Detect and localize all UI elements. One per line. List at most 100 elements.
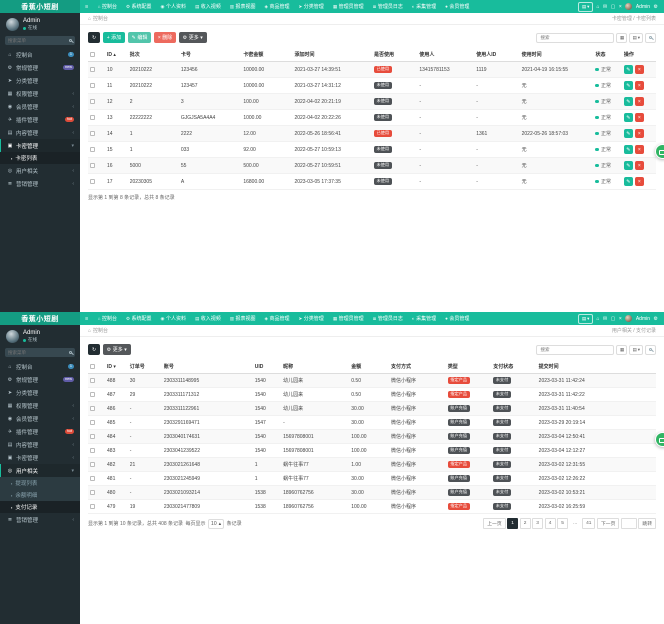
edit-row-button[interactable]: ✎ [623, 81, 633, 90]
sidebar-search-input[interactable] [8, 350, 67, 355]
delete-row-button[interactable]: × [634, 177, 644, 186]
row-checkbox[interactable] [90, 178, 95, 184]
floating-service-button[interactable] [655, 432, 664, 447]
column-header[interactable]: 是否使用 [371, 48, 418, 62]
edit-row-button[interactable]: ✎ [623, 177, 633, 186]
column-header[interactable]: 状态 [593, 48, 622, 62]
row-checkbox[interactable] [90, 461, 95, 467]
column-header[interactable]: 卡号 [178, 48, 242, 62]
row-checkbox[interactable] [90, 82, 95, 88]
table-search-input[interactable] [536, 344, 615, 355]
nav-item-member-manage[interactable]: ● 会员管理 [441, 312, 474, 325]
sidebar-item-category[interactable]: ➤ 分类管理 [0, 74, 80, 87]
nav-item-profile[interactable]: ◉ 个人资料 [156, 0, 190, 13]
row-checkbox[interactable] [90, 489, 95, 495]
column-header[interactable]: 添加时间 [292, 48, 372, 62]
collapse-menu-button[interactable]: ▤ ▾ [578, 313, 593, 324]
column-header[interactable]: 金额 [349, 360, 389, 374]
page-button[interactable]: 4 [544, 518, 556, 529]
delete-row-button[interactable]: × [634, 97, 644, 106]
sidebar-item-general[interactable]: ⚙ 常规管理 new [0, 61, 80, 74]
nav-item-category-manage[interactable]: ➤ 分类管理 [294, 312, 328, 325]
jump-page-input[interactable] [620, 518, 637, 529]
column-header[interactable]: 账号 [161, 360, 253, 374]
sidebar-item-content[interactable]: ▤ 内容管理 ‹ [0, 126, 80, 139]
sidebar-item-member[interactable]: ◉ 会员管理 ‹ [0, 412, 80, 425]
sidebar-item-user-related[interactable]: ◎ 用户相关 ‹ [0, 164, 80, 177]
brand-logo[interactable]: 香蕉小短剧 [0, 0, 80, 13]
sidebar-item-marketing[interactable]: ≣ 营销管理 ‹ [0, 177, 80, 190]
sidebar-item-category[interactable]: ➤ 分类管理 [0, 386, 80, 399]
delete-row-button[interactable]: × [634, 65, 644, 74]
home-icon[interactable]: ⌂ [596, 315, 600, 322]
column-header[interactable]: 提交时间 [536, 360, 656, 374]
nav-item-goods-manage[interactable]: ◈ 商品管理 [260, 0, 294, 13]
page-button[interactable]: 41 [582, 518, 596, 529]
sidebar-item-card[interactable]: ▣ 卡密管理 ‹ [0, 451, 80, 464]
edit-button[interactable]: ✎ 编辑 [127, 32, 152, 43]
add-button[interactable]: + 添加 [102, 32, 126, 43]
delete-row-button[interactable]: × [634, 145, 644, 154]
home-icon[interactable]: ⌂ [596, 3, 600, 10]
sidebar-subitem-balance-detail[interactable]: ▪ 余额明细 [0, 489, 80, 501]
sidebar-item-content[interactable]: ▤ 内容管理 ‹ [0, 438, 80, 451]
nav-item-admin-log[interactable]: ≣ 管理员日志 [368, 0, 407, 13]
column-header[interactable]: ID ▾ [105, 360, 128, 374]
row-checkbox[interactable] [90, 162, 95, 168]
edit-row-button[interactable]: ✎ [623, 129, 633, 138]
refresh-button[interactable]: ↻ [88, 344, 101, 355]
nav-item-admin-log[interactable]: ≣ 管理员日志 [368, 312, 407, 325]
more-button[interactable]: ⚙ 更多 ▾ [102, 344, 131, 355]
column-header[interactable]: UID [252, 360, 282, 374]
row-checkbox[interactable] [90, 503, 95, 509]
table-search-input[interactable] [536, 32, 615, 43]
row-checkbox[interactable] [90, 66, 95, 72]
sidebar-item-auth[interactable]: ▦ 权限管理 ‹ [0, 87, 80, 100]
refresh-button[interactable]: ↻ [88, 32, 101, 43]
row-checkbox[interactable] [90, 405, 95, 411]
close-icon[interactable]: × [618, 315, 622, 322]
row-checkbox[interactable] [90, 447, 95, 453]
edit-row-button[interactable]: ✎ [623, 65, 633, 74]
floating-service-button[interactable] [655, 144, 664, 159]
sidebar-item-general[interactable]: ⚙ 常规管理 new [0, 373, 80, 386]
row-checkbox[interactable] [90, 419, 95, 425]
nav-item-collect-manage[interactable]: ◐ 采集管理 [407, 312, 440, 325]
sidebar-subitem-withdraw-list[interactable]: ▪ 提现列表 [0, 477, 80, 489]
column-header[interactable]: 使用人 [417, 48, 475, 62]
gear-icon[interactable]: ⚙ [653, 3, 658, 10]
row-checkbox[interactable] [90, 130, 95, 136]
edit-row-button[interactable]: ✎ [623, 97, 633, 106]
message-icon[interactable]: ✉ [602, 315, 608, 322]
sidebar-item-addon[interactable]: ✈ 插件管理 hot [0, 113, 80, 126]
advanced-search-button[interactable] [645, 344, 656, 355]
nav-item-dashboard[interactable]: ⌂ 控制台 [93, 312, 121, 325]
page-button[interactable]: 2 [519, 518, 531, 529]
nav-item-collect-manage[interactable]: ◐ 采集管理 [407, 0, 440, 13]
column-header[interactable]: ID ▴ [105, 48, 128, 62]
row-checkbox[interactable] [90, 114, 95, 120]
admin-username[interactable]: Admin [635, 3, 651, 10]
columns-button[interactable]: ▤ ▾ [629, 32, 643, 43]
sidebar-item-dashboard[interactable]: ⌂ 控制台 1 [0, 48, 80, 61]
nav-item-report-view[interactable]: ▥ 报表视图 [225, 0, 260, 13]
nav-item-member-manage[interactable]: ● 会员管理 [441, 0, 474, 13]
edit-row-button[interactable]: ✎ [623, 161, 633, 170]
page-button[interactable]: 3 [532, 518, 544, 529]
nav-item-goods-manage[interactable]: ◈ 商品管理 [260, 312, 294, 325]
column-header[interactable]: 类型 [445, 360, 492, 374]
sidebar-item-auth[interactable]: ▦ 权限管理 ‹ [0, 399, 80, 412]
column-header[interactable]: 昵称 [281, 360, 350, 374]
columns-button[interactable]: ▤ ▾ [629, 344, 643, 355]
avatar[interactable] [625, 3, 633, 10]
column-header[interactable]: 支付状态 [491, 360, 537, 374]
close-icon[interactable]: × [618, 3, 622, 10]
column-header[interactable]: 使用时间 [519, 48, 594, 62]
nav-item-profile[interactable]: ◉ 个人资料 [156, 312, 190, 325]
more-button[interactable]: ⚙ 更多 ▾ [178, 32, 207, 43]
row-checkbox[interactable] [90, 98, 95, 104]
column-header[interactable]: 批次 [127, 48, 179, 62]
message-icon[interactable]: ✉ [602, 3, 608, 10]
nav-item-dashboard[interactable]: ⌂ 控制台 [93, 0, 121, 13]
column-header[interactable]: 使用人ID [474, 48, 520, 62]
